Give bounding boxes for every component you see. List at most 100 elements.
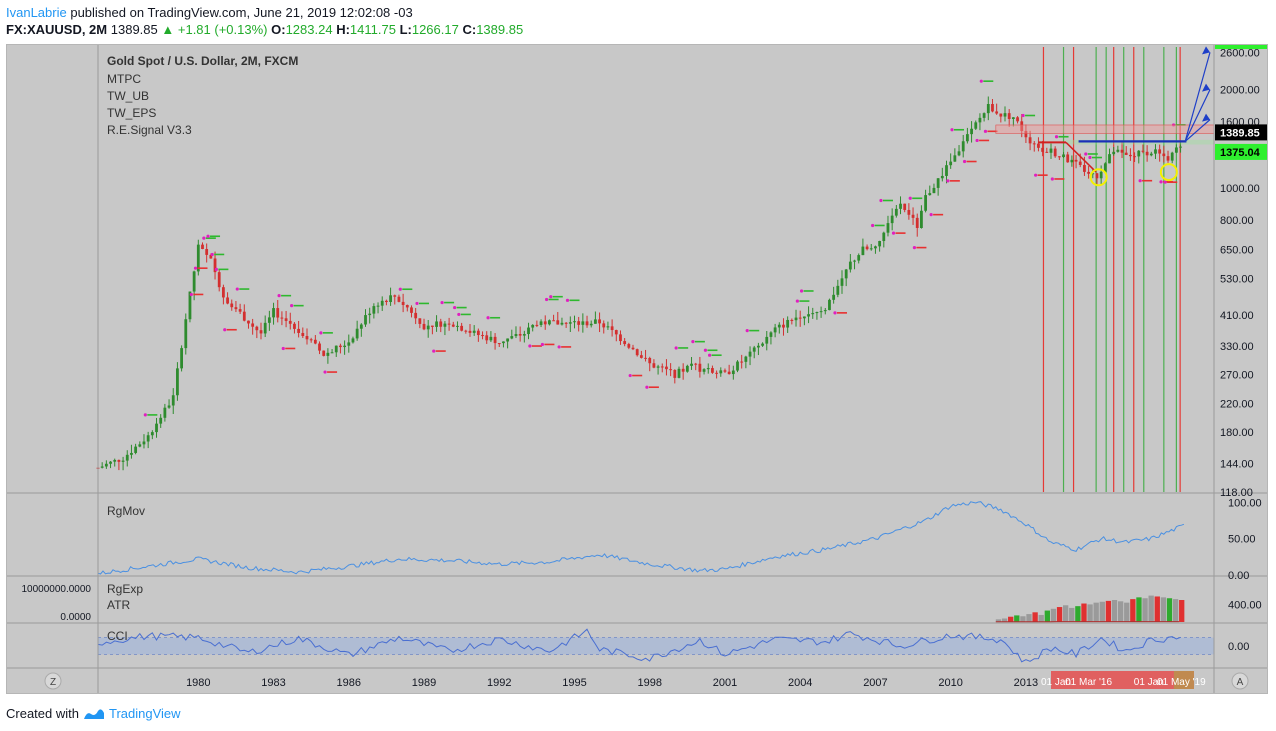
time-axis-label: 1986 — [337, 677, 361, 689]
signal-dot — [1021, 113, 1025, 118]
time-axis-label: 1998 — [637, 677, 661, 689]
scale-a-button[interactable]: A — [1231, 672, 1249, 690]
price-bar — [368, 313, 372, 316]
cci-label: CCI — [107, 629, 128, 643]
eps-dots — [419, 302, 430, 305]
eps-dots — [1058, 135, 1069, 138]
time-axis-label: 1980 — [186, 677, 210, 689]
price-bar — [221, 287, 225, 298]
price-bar — [1041, 147, 1045, 152]
eps-dots — [210, 235, 221, 238]
price-bar — [974, 122, 978, 129]
rgmov-tick-label: 100.00 — [1228, 497, 1262, 509]
price-bar — [815, 312, 819, 314]
author-link[interactable]: IvanLabrie — [6, 5, 67, 20]
price-bar — [995, 111, 999, 114]
price-bar — [744, 356, 748, 362]
price-bar — [924, 195, 927, 211]
price-bar — [1078, 161, 1082, 165]
signal-dot — [432, 349, 436, 353]
price-change: +1.81 (+0.13%) — [177, 22, 268, 37]
time-annotation-label: 01 Jan — [1134, 677, 1164, 688]
rgmov-line — [97, 501, 1185, 575]
rgexp-bar — [1093, 602, 1099, 622]
down-arrow-line — [1065, 141, 1097, 173]
time-annotation-label: 01 Mar '16 — [1065, 677, 1112, 688]
price-bar — [1103, 163, 1107, 172]
price-bar — [1011, 117, 1015, 119]
price-bar — [690, 363, 693, 366]
price-bar — [945, 165, 948, 176]
price-bar — [159, 417, 163, 424]
price-bar — [899, 203, 902, 209]
price-bar — [1112, 151, 1116, 155]
price-bar — [426, 325, 430, 330]
price-bar — [794, 317, 798, 321]
button-label: A — [1237, 677, 1244, 688]
rgexp-bar — [1050, 608, 1057, 622]
time-axis-label: 1983 — [261, 677, 285, 689]
projection-arrow — [1184, 52, 1211, 142]
price-bar — [238, 309, 242, 312]
price-bar — [401, 301, 405, 305]
time-annotation-label: 01 May '19 — [1157, 677, 1206, 688]
price-bar — [1116, 149, 1120, 152]
rgexp-bar — [1130, 599, 1136, 622]
rgmov-label: RgMov — [107, 504, 145, 518]
resistance-zone — [995, 124, 1215, 134]
rgexp-bar — [1032, 612, 1038, 622]
price-bar — [715, 372, 719, 374]
price-bar — [351, 338, 355, 343]
ohlc-value: 1283.24 — [285, 22, 333, 37]
signal-dot — [891, 231, 896, 235]
price-bar — [514, 334, 518, 337]
rgexp-bar — [1124, 602, 1130, 622]
price-bar — [276, 308, 280, 318]
rgmov-tick-label: 0.00 — [1228, 570, 1249, 582]
signal-dot — [691, 340, 695, 344]
eps-dots — [281, 294, 292, 297]
price-bar — [907, 209, 911, 215]
rgexp-bar — [1001, 618, 1008, 622]
rgexp-bar — [1142, 598, 1148, 622]
price-bar — [1087, 171, 1091, 174]
price-tick-label: 800.00 — [1220, 215, 1254, 227]
signal-dot — [202, 236, 206, 240]
price-bar — [869, 248, 873, 250]
rgexp-bar — [1099, 601, 1105, 622]
price-bar — [807, 314, 810, 317]
rgexp-bar — [1014, 615, 1020, 622]
price-bar — [100, 466, 104, 468]
price-bar — [293, 323, 296, 329]
price-bar — [568, 322, 572, 324]
price-bar — [1037, 143, 1040, 148]
price-tick-label: 2600.00 — [1220, 47, 1260, 59]
price-bar — [685, 365, 689, 372]
price-bar — [380, 300, 384, 306]
price-bar — [681, 368, 685, 372]
price-bar — [247, 320, 250, 324]
tradingview-link[interactable]: TradingView — [108, 706, 181, 721]
price-bar — [1095, 173, 1099, 179]
eps-dots — [711, 354, 722, 357]
signal-dot — [1084, 152, 1088, 156]
price-bar — [497, 343, 501, 345]
scale-z-button[interactable]: Z — [44, 672, 62, 690]
price-tick-label: 410.00 — [1220, 310, 1254, 322]
price-bar — [1057, 156, 1061, 158]
price-bar — [309, 339, 313, 341]
rgexp-bar — [1008, 616, 1014, 622]
time-axis-label: 1995 — [562, 677, 586, 689]
price-bar — [903, 203, 907, 210]
chart-frame[interactable]: RgMov RgExp ATR CCI 2600.00 2000.00 1600.00… — [6, 44, 1268, 694]
rgexp-bar — [1026, 614, 1032, 622]
price-bar — [928, 193, 932, 196]
published-text: published on TradingView.com, June 21, 2… — [70, 5, 413, 20]
signal-dot — [1163, 180, 1167, 184]
price-bar — [117, 459, 121, 462]
eps-dots — [197, 267, 208, 269]
signal-dot — [929, 213, 933, 217]
price-bar — [798, 317, 802, 319]
cci-line — [97, 628, 1181, 663]
